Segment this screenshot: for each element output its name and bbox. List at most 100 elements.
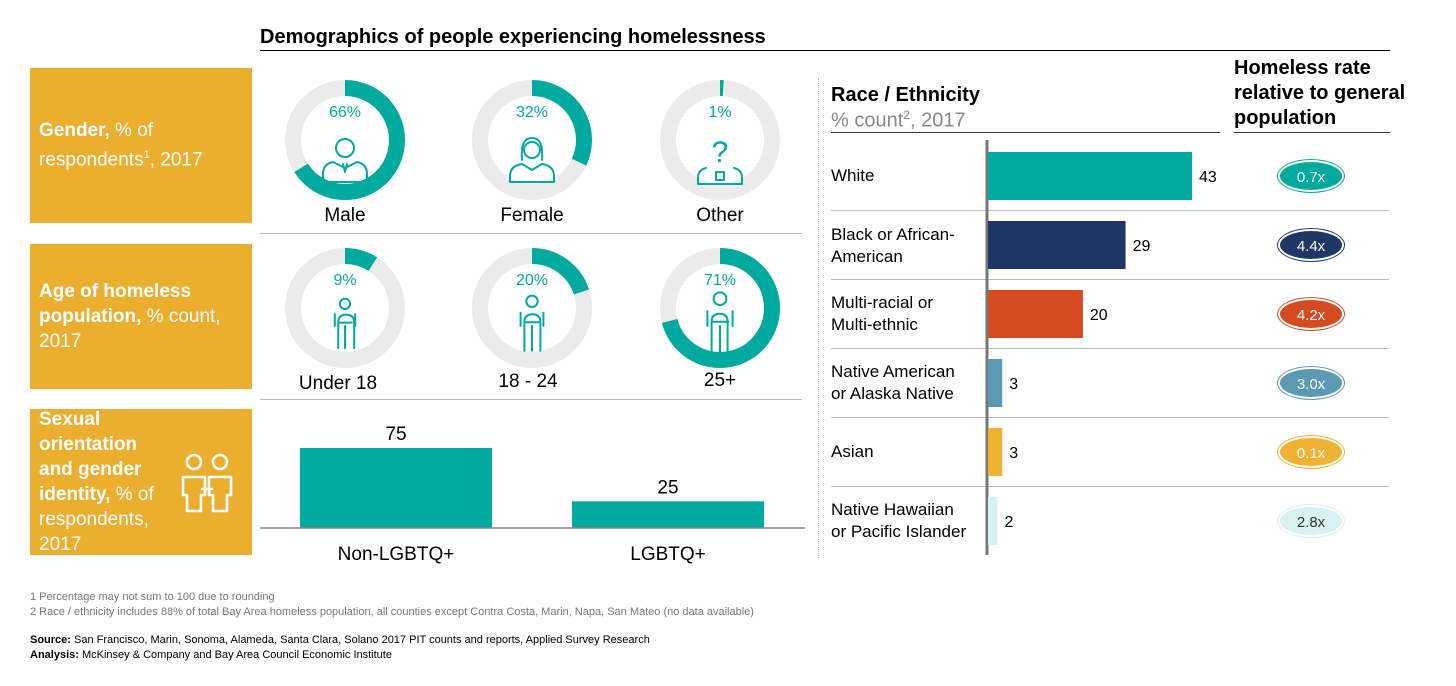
race-label-line: American bbox=[831, 247, 903, 266]
race-label-line: or Pacific Islander bbox=[831, 522, 967, 541]
rate-pill-multiracial: 4.2x bbox=[1278, 298, 1344, 330]
race-header-tail: , 2017 bbox=[909, 109, 966, 132]
rate-pill-asian: 0.1x bbox=[1278, 436, 1344, 468]
lgbtq-category-label: Non-LGBTQ+ bbox=[338, 544, 455, 565]
race-label-white: White bbox=[831, 165, 874, 187]
gender-category-box: Gender, % of respondents1, 2017 bbox=[30, 68, 252, 223]
race-value-label: 20 bbox=[1090, 307, 1108, 324]
race-label-black: Black or African- American bbox=[831, 224, 955, 268]
rate-header-rule bbox=[1234, 132, 1390, 133]
rate-pill-pacific-islander: 2.8x bbox=[1278, 505, 1344, 537]
adult-icon bbox=[706, 291, 734, 355]
footnote-1: 1 Percentage may not sum to 100 due to r… bbox=[30, 591, 275, 603]
race-label-line: Asian bbox=[831, 442, 874, 461]
race-bar-chart: 43 29 20 3 3 2 bbox=[985, 140, 1217, 555]
race-value-label: 29 bbox=[1133, 238, 1151, 255]
race-header-sup: 2 bbox=[903, 108, 910, 122]
sexual-category-box: Sexual orientation and gender identity, … bbox=[30, 409, 252, 555]
race-bar bbox=[988, 221, 1126, 269]
question-person-icon: ? bbox=[697, 136, 743, 185]
lgbtq-bar-chart: 75 Non-LGBTQ+ 25 LGBTQ+ bbox=[260, 424, 805, 565]
couple-icon bbox=[181, 453, 233, 513]
age-box-rest: % count, 2017 bbox=[39, 306, 221, 352]
gender-age-divider bbox=[260, 233, 802, 234]
race-label-asian: Asian bbox=[831, 441, 874, 463]
race-bar bbox=[988, 428, 1003, 476]
age-box-bold: Age of homeless population, bbox=[39, 281, 192, 327]
donut-age-0: 9% bbox=[285, 248, 405, 368]
donut-slice bbox=[344, 248, 378, 272]
panel-divider bbox=[818, 78, 819, 558]
race-label-line: Native Hawaiian bbox=[831, 500, 954, 519]
race-value-label: 2 bbox=[1004, 514, 1013, 531]
lgbtq-category-label: LGBTQ+ bbox=[630, 544, 706, 565]
donut-value-label: 32% bbox=[516, 104, 548, 121]
gender-box-bold: Gender, bbox=[39, 120, 110, 142]
source-line: Source: San Francisco, Marin, Sonoma, Al… bbox=[30, 634, 650, 646]
age-sexual-divider bbox=[260, 399, 802, 400]
race-row-divider bbox=[831, 417, 1389, 418]
race-label-line: Black or African- bbox=[831, 225, 955, 244]
person-female-icon bbox=[509, 137, 555, 183]
youth-icon bbox=[519, 294, 545, 352]
donut-age-1: 20% bbox=[472, 248, 592, 368]
lgbtq-bar bbox=[300, 448, 492, 528]
analysis-line: Analysis: McKinsey & Company and Bay Are… bbox=[30, 649, 392, 661]
donut-label-male: Male bbox=[324, 205, 366, 226]
donut-value-label: 1% bbox=[708, 104, 731, 121]
race-label-line: Multi-ethnic bbox=[831, 315, 918, 334]
sexual-box-bold: Sexual orientation and gender identity, bbox=[39, 409, 142, 505]
donut-gender-0: 66% bbox=[285, 80, 405, 200]
race-label-pacific-islander: Native Hawaiian or Pacific Islander bbox=[831, 499, 966, 543]
race-label-multiracial: Multi-racial or Multi-ethnic bbox=[831, 292, 933, 336]
donut-slice bbox=[661, 248, 780, 368]
donut-label-under-18: Under 18 bbox=[298, 373, 378, 394]
age-category-box: Age of homeless population, % count, 201… bbox=[30, 244, 252, 389]
race-value-label: 43 bbox=[1199, 169, 1217, 186]
person-male-icon bbox=[322, 138, 368, 183]
sexual-box-rest: % of respondents, 2017 bbox=[39, 484, 154, 555]
race-row-divider bbox=[831, 486, 1389, 487]
race-row-divider bbox=[831, 348, 1389, 349]
race-label-line: Native American bbox=[831, 362, 955, 381]
race-header-rule bbox=[831, 132, 1220, 133]
donut-value-label: 20% bbox=[516, 272, 548, 289]
footnote-2: 2 Race / ethnicity includes 88% of total… bbox=[30, 606, 754, 618]
rate-header: Homeless rate relative to general popula… bbox=[1234, 57, 1406, 129]
donut-gender-1: 32% bbox=[472, 80, 592, 200]
donut-label-female: Female bbox=[500, 205, 564, 226]
race-value-label: 3 bbox=[1009, 376, 1018, 393]
chart-title: Demographics of people experiencing home… bbox=[260, 26, 766, 48]
race-bar bbox=[988, 497, 998, 545]
race-label-line: Multi-racial or bbox=[831, 293, 934, 312]
race-header-sub-text: % count bbox=[831, 109, 904, 132]
race-bar bbox=[988, 152, 1192, 200]
gender-box-tail: , 2017 bbox=[149, 149, 203, 171]
race-header-sub: % count2, 2017 bbox=[831, 108, 966, 133]
lgbtq-bar bbox=[572, 501, 764, 528]
lgbtq-value-label: 75 bbox=[385, 424, 406, 445]
race-bar bbox=[988, 290, 1083, 338]
race-label-native-american: Native American or Alaska Native bbox=[831, 361, 955, 405]
lgbtq-value-label: 25 bbox=[657, 477, 678, 498]
donut-label-other: Other bbox=[696, 205, 744, 226]
race-value-label: 3 bbox=[1009, 445, 1018, 462]
race-label-line: White bbox=[831, 166, 875, 185]
donut-gender-2: 1%? bbox=[660, 80, 780, 200]
svg-text:?: ? bbox=[712, 136, 729, 169]
source-text: San Francisco, Marin, Sonoma, Alameda, S… bbox=[70, 634, 650, 646]
rate-pill-native-american: 3.0x bbox=[1278, 367, 1344, 399]
donut-slice bbox=[531, 248, 590, 295]
donut-age-2: 71% bbox=[660, 248, 780, 368]
race-label-line: or Alaska Native bbox=[831, 384, 954, 403]
donut-charts: 66% 32% 1%? 9% 20% 71% bbox=[285, 80, 780, 368]
donut-value-label: 66% bbox=[329, 104, 361, 121]
gender-box-rest: % of respondents bbox=[39, 120, 154, 171]
donut-label-18-24: 18 - 24 bbox=[498, 371, 558, 392]
race-row-divider bbox=[831, 279, 1389, 280]
source-label: Source: bbox=[30, 634, 71, 646]
child-icon bbox=[333, 297, 357, 350]
analysis-label: Analysis: bbox=[30, 649, 79, 661]
donut-value-label: 71% bbox=[704, 272, 736, 289]
donut-label-25-plus: 25+ bbox=[703, 370, 737, 391]
